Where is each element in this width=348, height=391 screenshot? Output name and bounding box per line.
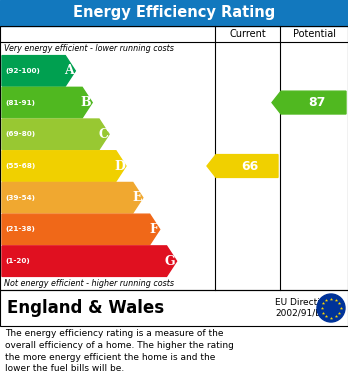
Text: Not energy efficient - higher running costs: Not energy efficient - higher running co… — [4, 279, 174, 288]
Text: G: G — [165, 255, 176, 268]
Bar — [0, 0, 348, 26]
Polygon shape — [272, 91, 346, 114]
Circle shape — [317, 294, 345, 322]
Text: C: C — [98, 128, 108, 141]
Text: Potential: Potential — [293, 29, 335, 39]
Text: B: B — [80, 96, 91, 109]
Text: (92-100): (92-100) — [5, 68, 40, 74]
Text: Energy Efficiency Rating: Energy Efficiency Rating — [73, 5, 275, 20]
Polygon shape — [2, 246, 176, 276]
Text: The energy efficiency rating is a measure of the
overall efficiency of a home. T: The energy efficiency rating is a measur… — [5, 329, 234, 373]
Polygon shape — [2, 151, 126, 181]
Text: EU Directive
2002/91/EC: EU Directive 2002/91/EC — [275, 298, 331, 318]
Text: (21-38): (21-38) — [5, 226, 35, 232]
Polygon shape — [2, 214, 160, 245]
Polygon shape — [207, 154, 278, 178]
Text: Very energy efficient - lower running costs: Very energy efficient - lower running co… — [4, 44, 174, 53]
Text: (81-91): (81-91) — [5, 100, 35, 106]
Polygon shape — [2, 119, 109, 149]
Text: Current: Current — [229, 29, 266, 39]
Text: F: F — [150, 223, 159, 236]
Text: E: E — [132, 191, 142, 204]
Text: (39-54): (39-54) — [5, 195, 35, 201]
Polygon shape — [2, 56, 75, 86]
Text: D: D — [114, 160, 125, 172]
Polygon shape — [2, 87, 92, 118]
Text: (69-80): (69-80) — [5, 131, 35, 137]
Bar — [0, 26, 348, 290]
Text: (1-20): (1-20) — [5, 258, 30, 264]
Text: (55-68): (55-68) — [5, 163, 35, 169]
Text: 66: 66 — [242, 160, 259, 172]
Text: England & Wales: England & Wales — [7, 299, 164, 317]
Polygon shape — [2, 183, 143, 213]
Bar — [0, 290, 348, 326]
Text: 87: 87 — [308, 96, 325, 109]
Text: A: A — [64, 65, 74, 77]
